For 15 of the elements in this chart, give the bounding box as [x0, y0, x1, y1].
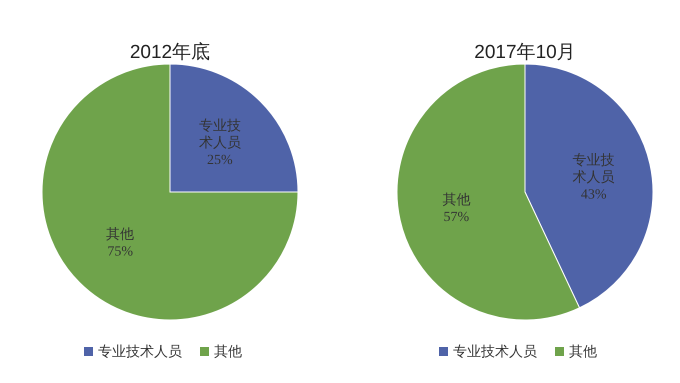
data-label: 43%: [580, 188, 607, 203]
slice-label: 其他: [442, 192, 470, 208]
pie-slice: [42, 64, 298, 320]
data-label: 25%: [206, 153, 233, 168]
legend-label: 其他: [214, 344, 242, 360]
chart-title: 2017年10月: [474, 42, 576, 63]
legend-label: 其他: [569, 344, 597, 360]
slice-label: 专业技术人员: [198, 118, 241, 152]
data-label: 75%: [107, 244, 134, 260]
slice-label: 其他: [106, 226, 134, 242]
data-label: 57%: [443, 210, 470, 225]
chart-title: 2012年底: [130, 41, 210, 63]
legend-label: 专业技术人员: [453, 344, 537, 360]
legend-label: 专业技术人员: [98, 344, 182, 360]
slice-label: 专业技术人员: [572, 152, 615, 186]
